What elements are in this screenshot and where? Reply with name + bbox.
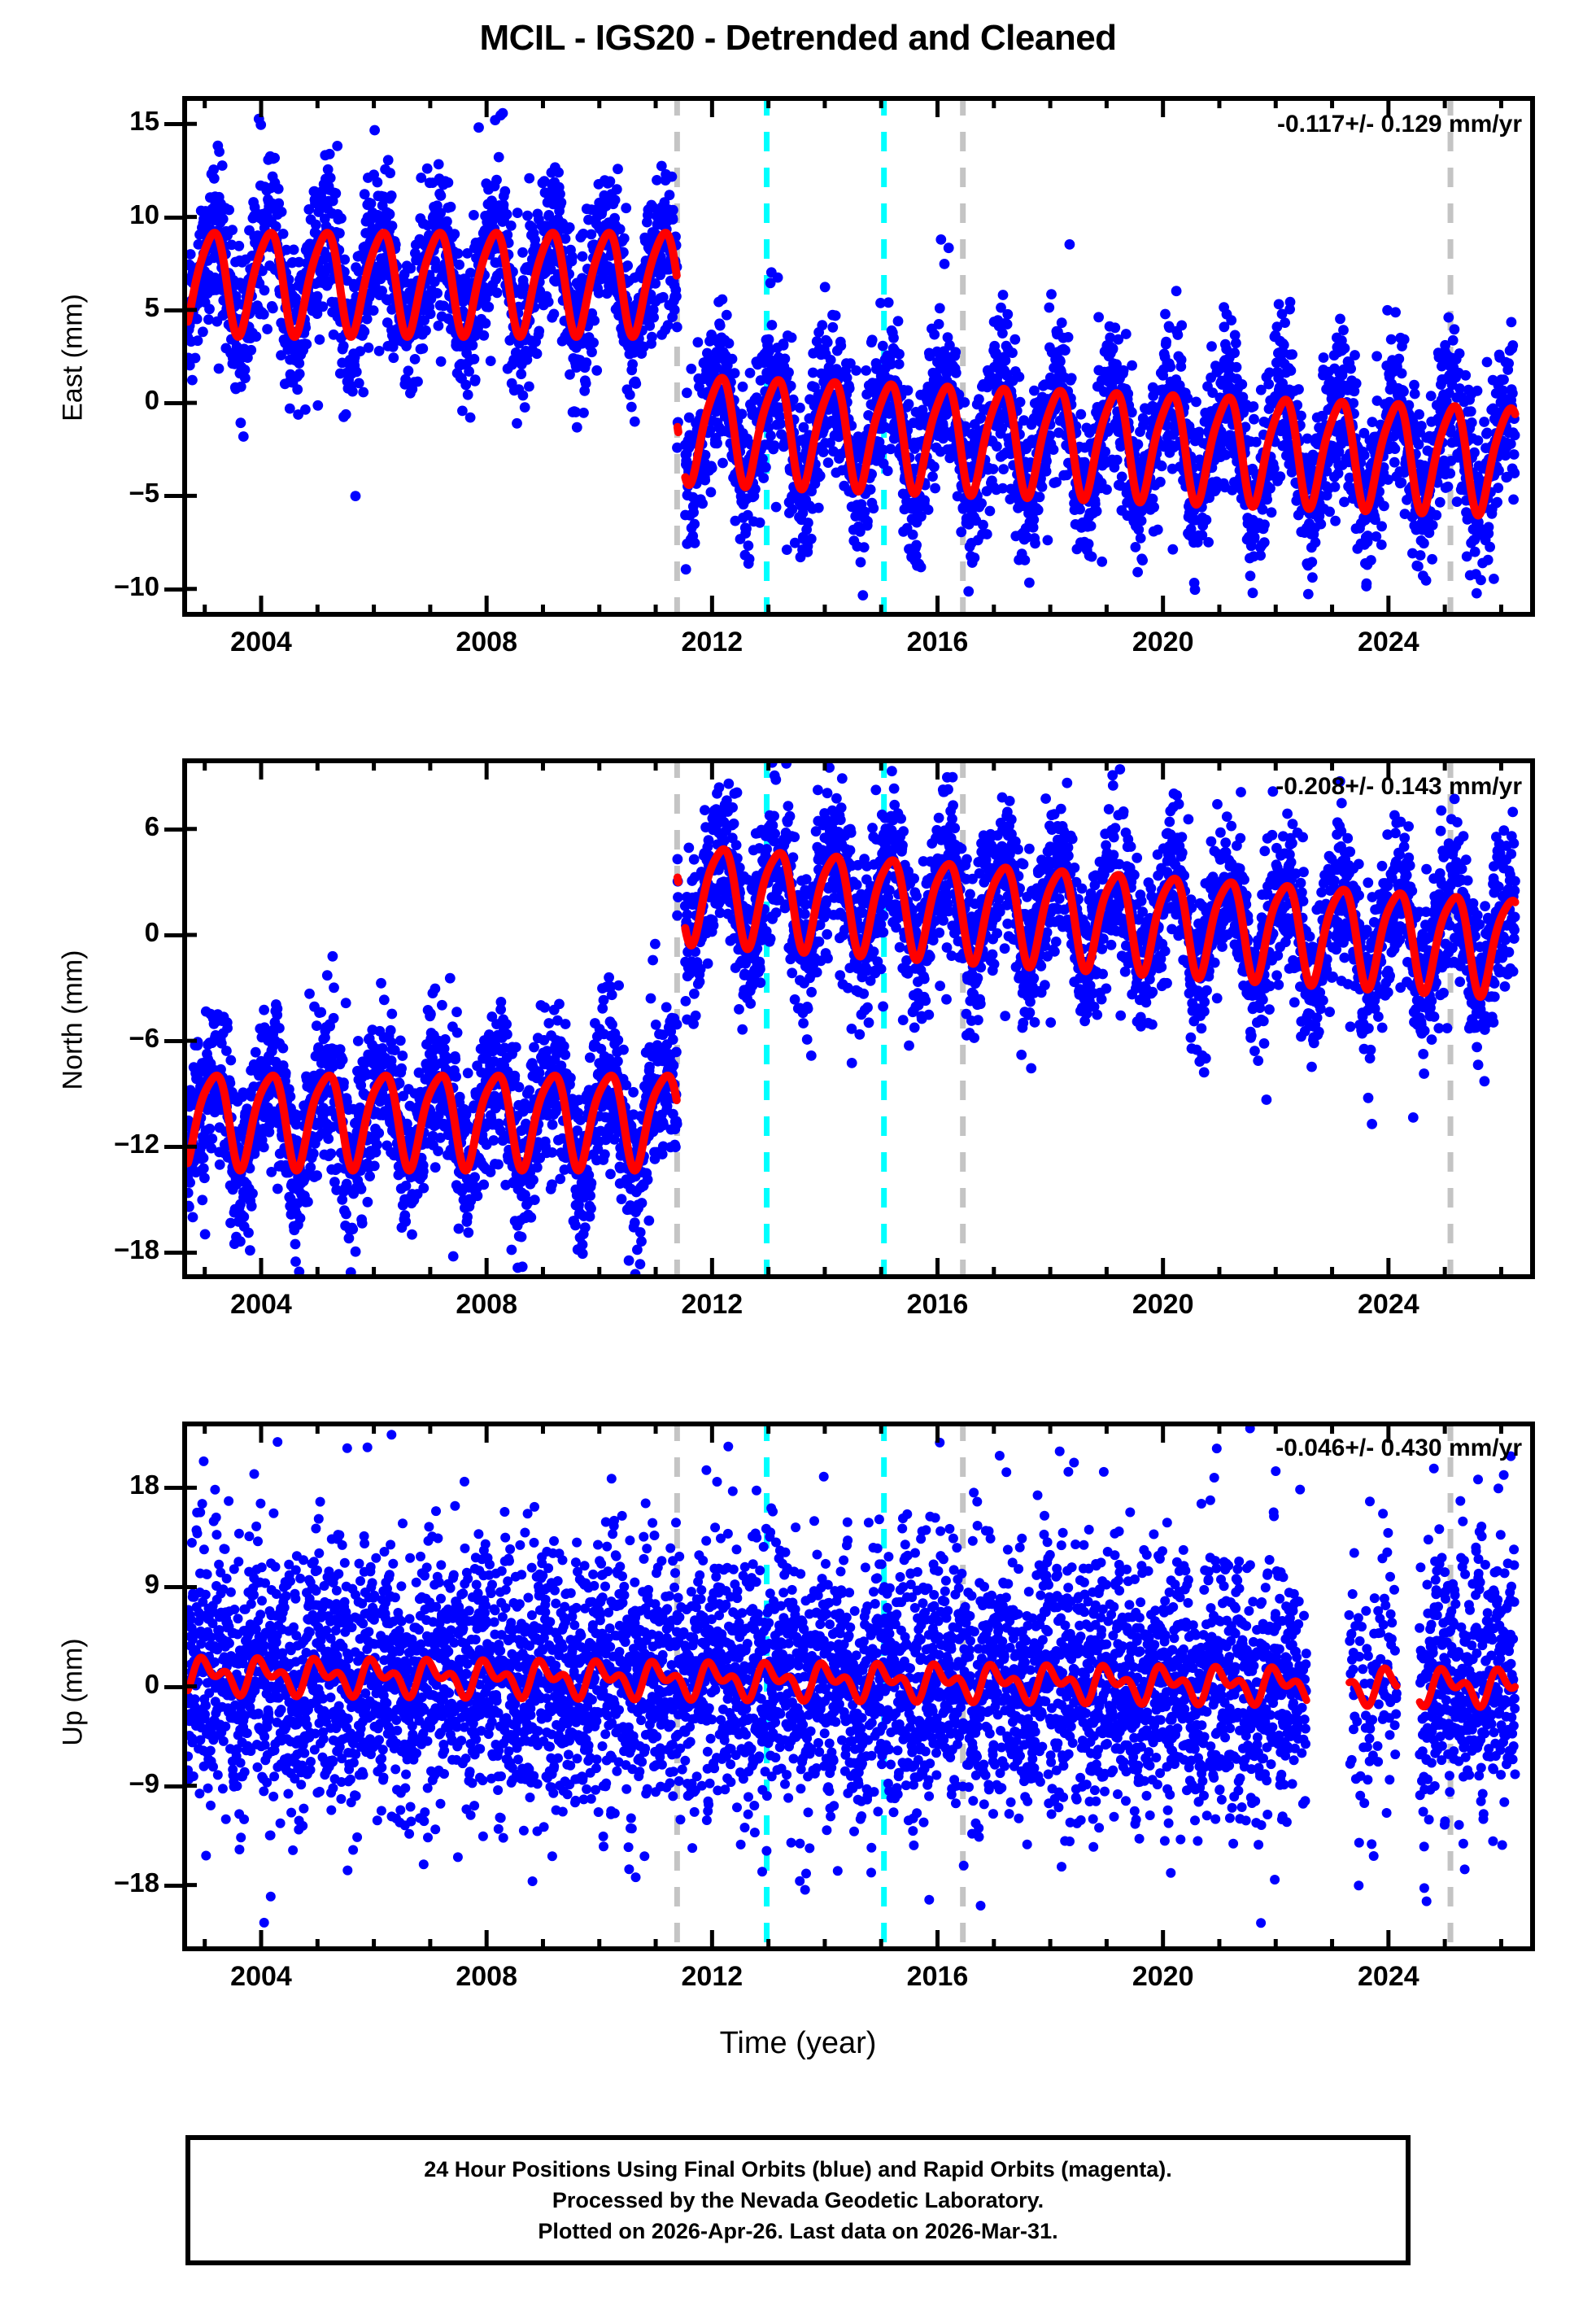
north-ytick-2: −6 [129, 1023, 159, 1054]
east-axis-label: East (mm) [57, 294, 89, 421]
east-ytick-stub-0 [164, 122, 182, 127]
east-ytick-3: 0 [144, 385, 159, 416]
east-ytick-stub-2 [164, 308, 182, 312]
north-ytick-stub-2 [164, 1039, 182, 1044]
north-ytick-3: −12 [114, 1129, 159, 1160]
east-xtick-0: 2004 [230, 627, 292, 657]
up-plot-canvas [182, 1422, 1520, 1951]
up-rate-annotation: -0.046+/- 0.430 mm/yr [1275, 1435, 1522, 1461]
north-plot-canvas [182, 758, 1520, 1279]
east-ytick-5: −10 [114, 570, 159, 601]
up-model-curve [184, 1653, 1520, 1711]
up-ytick-stub-2 [164, 1684, 182, 1689]
north-xtick-5: 2024 [1358, 1289, 1419, 1320]
north-ytick-4: −18 [114, 1234, 159, 1265]
up-plot-frame [182, 1422, 1535, 1951]
east-model-curve [183, 229, 1520, 520]
panel-east: -0.117+/- 0.129 mm/yr [182, 96, 1535, 617]
up-xtick-1: 2008 [456, 1961, 517, 1992]
up-xtick-2: 2012 [681, 1961, 743, 1992]
east-ytick-2: 5 [144, 291, 159, 322]
north-ytick-0: 6 [144, 810, 159, 841]
up-ytick-stub-1 [164, 1585, 182, 1590]
east-ytick-1: 10 [129, 199, 159, 229]
up-ytick-0: 18 [129, 1470, 159, 1500]
north-rate-annotation: -0.208+/- 0.143 mm/yr [1275, 773, 1522, 800]
north-ytick-stub-4 [164, 1251, 182, 1256]
east-xtick-3: 2016 [906, 627, 969, 657]
caption-line-3: Plotted on 2026-Apr-26. Last data on 202… [538, 2219, 1058, 2244]
up-xtick-4: 2020 [1132, 1961, 1194, 1992]
north-xtick-0: 2004 [230, 1289, 292, 1320]
up-xtick-3: 2016 [906, 1961, 969, 1992]
up-ytick-stub-3 [164, 1784, 182, 1788]
up-ytick-3: −9 [129, 1767, 159, 1798]
east-xtick-4: 2020 [1132, 627, 1194, 657]
east-xtick-2: 2012 [681, 627, 743, 657]
east-ytick-stub-3 [164, 401, 182, 406]
figure-title: MCIL - IGS20 - Detrended and Cleaned [479, 18, 1117, 58]
east-plot-canvas [182, 96, 1520, 617]
caption-line-2: Processed by the Nevada Geodetic Laborat… [552, 2187, 1044, 2212]
east-xtick-1: 2008 [456, 627, 517, 657]
caption-line-1: 24 Hour Positions Using Final Orbits (bl… [424, 2156, 1172, 2182]
east-plot-frame [182, 96, 1535, 617]
up-ytick-1: 9 [144, 1569, 159, 1600]
east-xtick-5: 2024 [1358, 627, 1419, 657]
north-ytick-stub-0 [164, 827, 182, 832]
up-xtick-5: 2024 [1358, 1961, 1419, 1992]
up-ytick-stub-0 [164, 1486, 182, 1491]
north-xtick-1: 2008 [456, 1289, 517, 1320]
panel-north: -0.208+/- 0.143 mm/yr [182, 758, 1535, 1279]
east-ytick-stub-1 [164, 215, 182, 220]
east-ytick-0: 15 [129, 106, 159, 137]
north-xtick-2: 2012 [681, 1289, 743, 1320]
north-model-curve [183, 845, 1520, 1175]
north-plot-frame [182, 758, 1535, 1279]
up-ytick-stub-4 [164, 1883, 182, 1888]
up-xtick-0: 2004 [230, 1961, 292, 1992]
up-ytick-2: 0 [144, 1668, 159, 1699]
panel-up: -0.046+/- 0.430 mm/yr [182, 1422, 1535, 1951]
east-ytick-stub-4 [164, 494, 182, 499]
east-ytick-stub-5 [164, 587, 182, 592]
east-rate-annotation: -0.117+/- 0.129 mm/yr [1276, 111, 1522, 138]
up-ytick-4: −18 [114, 1867, 159, 1898]
north-ytick-stub-3 [164, 1145, 182, 1150]
east-ytick-4: −5 [129, 478, 159, 509]
north-xtick-3: 2016 [906, 1289, 969, 1320]
north-ytick-stub-1 [164, 932, 182, 937]
north-xtick-4: 2020 [1132, 1289, 1194, 1320]
x-axis-label: Time (year) [719, 2026, 877, 2060]
north-ytick-1: 0 [144, 916, 159, 947]
caption-box: 24 Hour Positions Using Final Orbits (bl… [185, 2135, 1411, 2265]
